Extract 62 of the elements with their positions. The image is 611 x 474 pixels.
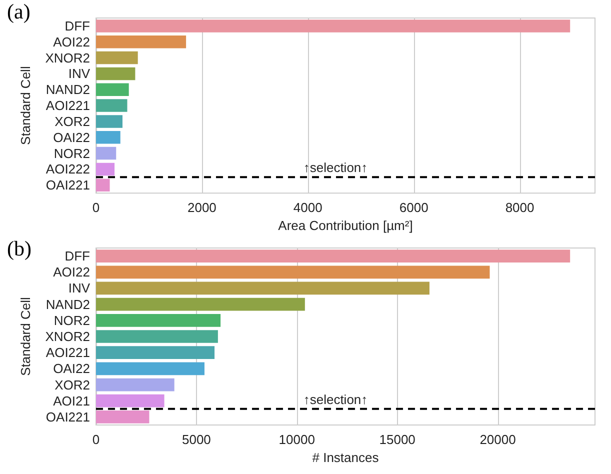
y-axis-title: Standard Cell: [18, 297, 33, 376]
chart-title: (b): [7, 236, 32, 260]
bar: [96, 115, 122, 128]
x-tick-label: 10000: [278, 432, 315, 447]
y-tick-label: OAI221: [46, 178, 90, 193]
bar: [96, 266, 490, 279]
y-axis-title: Standard Cell: [18, 66, 33, 145]
bar: [96, 162, 115, 176]
y-tick-label: AOI221: [46, 345, 90, 360]
bar: [96, 250, 570, 262]
bar: [96, 346, 215, 360]
y-tick-label: DFF: [64, 18, 90, 34]
x-tick-label: 2000: [187, 200, 216, 216]
y-tick-label: OAI221: [46, 409, 90, 424]
y-tick-label: DFF: [64, 248, 90, 264]
bar: [96, 51, 138, 64]
bar: [96, 330, 218, 343]
y-tick-label: NAND2: [46, 296, 90, 312]
bar: [96, 146, 116, 160]
y-tick-label: AOI21: [53, 393, 90, 408]
bar: [96, 282, 430, 295]
x-tick-label: 8000: [505, 200, 534, 216]
x-tick-label: 0: [92, 200, 100, 216]
x-tick-label: 6000: [399, 200, 428, 216]
x-tick-label: 15000: [379, 432, 416, 447]
bar: [96, 131, 120, 144]
bar: [96, 36, 186, 48]
y-tick-label: NAND2: [46, 82, 90, 98]
chart-title: (a): [7, 0, 30, 24]
ref-line-label: ↑selection↑: [303, 392, 368, 407]
y-tick-label: AOI222: [46, 162, 90, 177]
x-axis-title: # Instances: [312, 450, 380, 465]
y-tick-label: OAI22: [53, 130, 90, 145]
y-tick-label: INV: [68, 66, 90, 82]
x-tick-label: 5000: [182, 432, 211, 447]
y-tick-label: OAI22: [53, 361, 90, 376]
bar: [96, 378, 174, 392]
y-tick-label: XNOR2: [45, 50, 90, 66]
x-axis-title: Area Contribution [µm²]: [278, 218, 413, 233]
bar: [96, 20, 570, 32]
x-tick-label: 0: [92, 432, 100, 447]
bar: [96, 99, 128, 112]
x-tick-label: 4000: [293, 200, 322, 216]
bar: [96, 67, 136, 80]
bar: [96, 178, 110, 192]
bar: [96, 362, 204, 376]
y-tick-label: AOI22: [53, 264, 90, 280]
y-tick-label: INV: [68, 280, 90, 296]
bar: [96, 410, 150, 424]
y-tick-label: AOI221: [46, 98, 90, 114]
y-tick-label: XNOR2: [45, 329, 90, 344]
bar: [96, 298, 305, 311]
ref-line-label: ↑selection↑: [303, 160, 368, 176]
y-tick-label: NOR2: [54, 312, 90, 328]
x-tick-label: 20000: [480, 432, 516, 447]
y-tick-label: NOR2: [54, 146, 90, 161]
bar: [96, 83, 129, 96]
bar: [96, 394, 164, 408]
bar: [96, 314, 221, 327]
y-tick-label: AOI22: [53, 34, 90, 50]
y-tick-label: XOR2: [54, 377, 90, 392]
y-tick-label: XOR2: [54, 114, 90, 129]
